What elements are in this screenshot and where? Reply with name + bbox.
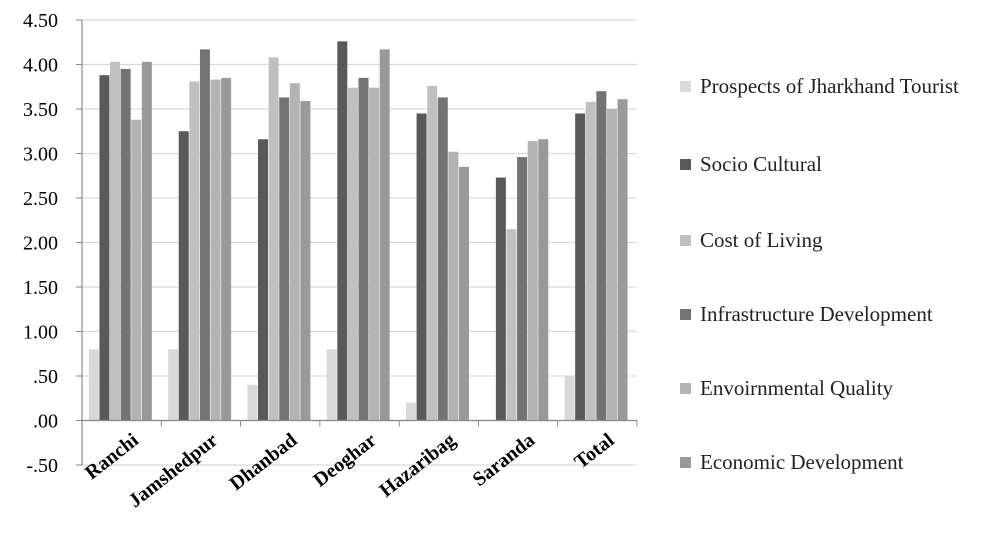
bar — [585, 101, 596, 421]
axes — [81, 20, 638, 465]
bar — [110, 61, 121, 421]
legend-swatch — [680, 159, 691, 170]
bar — [337, 41, 348, 421]
y-tick-label: 1.50 — [23, 277, 58, 299]
x-category-label: Jamshedpur — [124, 429, 222, 512]
bar — [575, 113, 586, 421]
legend-item: Infrastructure Development — [680, 298, 933, 330]
bar — [495, 177, 506, 421]
bar — [178, 131, 189, 421]
x-category-label: Saranda — [469, 429, 539, 491]
bar — [506, 229, 517, 421]
y-tick-label: .50 — [33, 366, 58, 388]
bar — [517, 157, 528, 421]
y-tick-label: 4.50 — [23, 10, 58, 32]
bar — [527, 141, 538, 421]
bar — [279, 97, 290, 421]
y-tick-label: 2.50 — [23, 188, 58, 210]
bar — [437, 97, 448, 421]
bar — [326, 349, 337, 421]
bar — [596, 91, 607, 421]
legend-label: Economic Development — [700, 450, 904, 474]
legend-swatch — [680, 235, 691, 246]
bar — [221, 77, 232, 421]
legend-item: Prospects of Jharkhand Tourist — [680, 70, 970, 102]
legend-label: Socio Cultural — [700, 152, 822, 176]
x-category-label: Ranchi — [81, 429, 143, 484]
bar — [606, 109, 617, 421]
bar — [369, 87, 380, 421]
bar — [168, 349, 179, 421]
legend-label: Prospects of Jharkhand Tourist — [700, 74, 959, 98]
bar — [99, 75, 110, 421]
bar — [300, 100, 311, 421]
legend-swatch — [680, 383, 691, 394]
y-tick-label: .00 — [33, 411, 58, 433]
legend-item: Socio Cultural — [680, 148, 822, 180]
legend-label: Envoirnmental Quality — [700, 376, 894, 400]
bar — [347, 87, 358, 421]
y-tick-label: 2.00 — [23, 233, 58, 255]
bar — [379, 49, 390, 421]
legend-swatch — [680, 81, 691, 92]
bar — [538, 139, 549, 421]
bar — [458, 166, 469, 421]
bar — [358, 77, 369, 421]
x-category-label: Dhanbad — [226, 429, 302, 495]
bar — [258, 139, 269, 421]
legend-swatch — [680, 309, 691, 320]
legend-swatch — [680, 457, 691, 468]
legend-label: Infrastructure Development — [700, 302, 933, 326]
bar — [141, 61, 152, 421]
bar — [617, 99, 628, 421]
legend-item: Economic Development — [680, 446, 904, 478]
bar — [448, 151, 459, 421]
bars — [88, 41, 628, 421]
bar — [405, 402, 416, 421]
y-tick-label: 1.00 — [23, 322, 58, 344]
bar — [416, 113, 427, 421]
bar — [131, 119, 142, 421]
bar — [247, 384, 258, 421]
bar — [564, 376, 575, 421]
bar — [199, 49, 210, 421]
bar — [120, 68, 131, 421]
legend-label: Cost of Living — [700, 228, 823, 252]
bar — [88, 349, 99, 421]
y-tick-label: -.50 — [26, 455, 58, 477]
y-tick-label: 3.50 — [23, 99, 58, 121]
legend-item: Envoirnmental Quality — [680, 372, 893, 404]
y-tick-label: 3.00 — [23, 144, 58, 166]
bar — [210, 79, 221, 421]
bar — [427, 85, 438, 421]
y-tick-label: 4.00 — [23, 55, 58, 77]
x-category-label: Total — [570, 429, 618, 474]
bar — [289, 83, 300, 421]
y-axis-ticks: -.50 .00 .50 1.00 1.50 2.00 2.50 3.00 3.50 4.00 4.… — [23, 10, 82, 477]
bar — [268, 57, 279, 421]
bar — [189, 81, 200, 421]
x-category-label: Deoghar — [309, 429, 380, 492]
legend-item: Cost of Living — [680, 224, 823, 256]
